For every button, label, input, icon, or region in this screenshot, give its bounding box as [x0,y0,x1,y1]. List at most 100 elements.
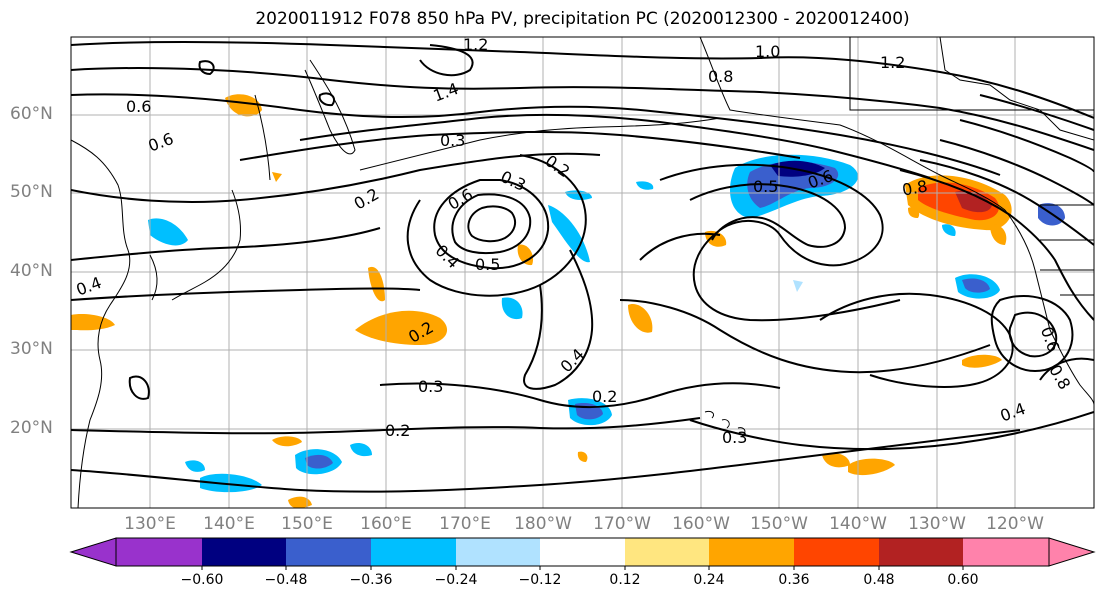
map-frame [70,36,1095,509]
contour-label: 1.0 [755,42,780,61]
colorbar-segment [202,538,286,566]
precip-positive-patch [71,314,115,331]
lat-label: 50°N [10,182,53,202]
lon-label: 130°E [124,514,176,534]
pv-contour [71,40,1094,119]
precip-positive-patch [272,172,282,182]
contour-label: 0.3 [722,428,747,447]
colorbar-tick-label: 0.60 [947,572,979,588]
precip-positive-patch [368,266,385,302]
colorbar-segment [371,538,456,566]
precip-positive-patch [908,207,920,218]
lat-label: 40°N [10,261,53,281]
precip-negative-patch [305,454,333,469]
colorbar-tick-label: 0.24 [693,572,725,588]
precip-negative-patch [793,280,803,292]
pv-contour [939,139,1094,206]
pv-contour [619,232,991,374]
contour-label: 0.2 [592,387,617,406]
map-title: 2020011912 F078 850 hPa PV, precipitatio… [255,9,910,29]
colorbar-max-extension [1048,537,1096,567]
pv-contour [71,152,601,203]
lon-label: 120°W [986,514,1044,534]
colorbar-segment [540,538,625,566]
pv-contour [71,93,1001,176]
contour-label: 0.5 [475,255,500,274]
colorbar-segment [794,538,879,566]
colorbar-segment [709,538,794,566]
colorbar-frame [115,537,1050,567]
pv-contour [451,193,532,255]
pv-contour [959,119,1094,173]
pv-contour [467,205,517,243]
pv-contours [71,40,1094,493]
precip-positive-patch [628,304,653,333]
pv-contour [71,67,1094,151]
coastlines [71,37,1094,508]
pv-contour [433,179,550,270]
lon-label: 140°W [829,514,887,534]
pv-contour [71,429,1021,493]
precip-positive-patch [272,436,302,447]
pv-contour [71,287,421,301]
precip-negative-patch [200,473,262,493]
pv-contour [198,60,215,76]
precip-positive-patch [288,496,312,508]
lon-label: 170°E [439,514,491,534]
colorbar-segment [286,538,371,566]
border-line [1040,204,1094,296]
colorbar-ticks [201,566,964,570]
colorbar-segment [625,538,709,566]
pv-contour [419,44,474,77]
pv-contour [71,227,381,261]
lon-label: 160°E [360,514,412,534]
contour-label: 0.8 [708,67,733,86]
colorbar-segment [879,538,963,566]
coastline-japan [171,189,241,301]
precip-positive-patch [822,453,850,468]
colorbar-tick-label: −0.12 [518,572,562,588]
colorbar-tick-label: −0.24 [434,572,478,588]
lon-label: 130°W [908,514,966,534]
pv-contour [128,375,150,400]
precip-positive-patch [355,310,448,345]
pv-contour [1008,311,1058,358]
lon-label: 170°W [593,514,651,534]
colorbar-tick-label: 0.36 [778,572,810,588]
coastline-sakhalin [254,94,271,181]
precip-positive-patch [577,451,588,462]
lat-label: 60°N [10,104,53,124]
coastline-alaska [699,37,1006,211]
lon-label: 150°W [750,514,808,534]
pv-contour [379,382,781,409]
colorbar-tick-label: 0.48 [863,572,895,588]
precip-negative-patch [942,224,956,236]
coastline-asia [71,139,131,508]
pv-contour [689,183,847,248]
pv-contour [979,94,1094,131]
coastline-canada [939,37,1094,141]
colorbar-segment [456,538,540,566]
colorbar-tick-label: 0.12 [609,572,641,588]
precip-negative-patch [962,278,990,293]
lon-label: 160°W [672,514,730,534]
colorbar-segment [963,538,1049,566]
precip-negative-patch [185,460,205,472]
contour-label: 0.8 [901,176,929,199]
colorbar-tick-label: −0.36 [349,572,393,588]
coastline-na-west [1004,209,1094,406]
lat-label: 30°N [10,339,53,359]
pv-contour [523,249,594,390]
pv-contour [919,159,1094,246]
colorbar-segment [116,538,202,566]
lon-label: 150°E [281,514,333,534]
contour-label: 0.3 [440,131,465,150]
pv-contour [299,113,931,179]
precip-positive-patch [990,224,1007,245]
contour-label: 0.2 [385,421,410,440]
pv-contour [659,163,901,322]
pv-contour [71,417,701,435]
pv-contour [1039,357,1094,381]
colorbar-min-extension [69,537,117,567]
